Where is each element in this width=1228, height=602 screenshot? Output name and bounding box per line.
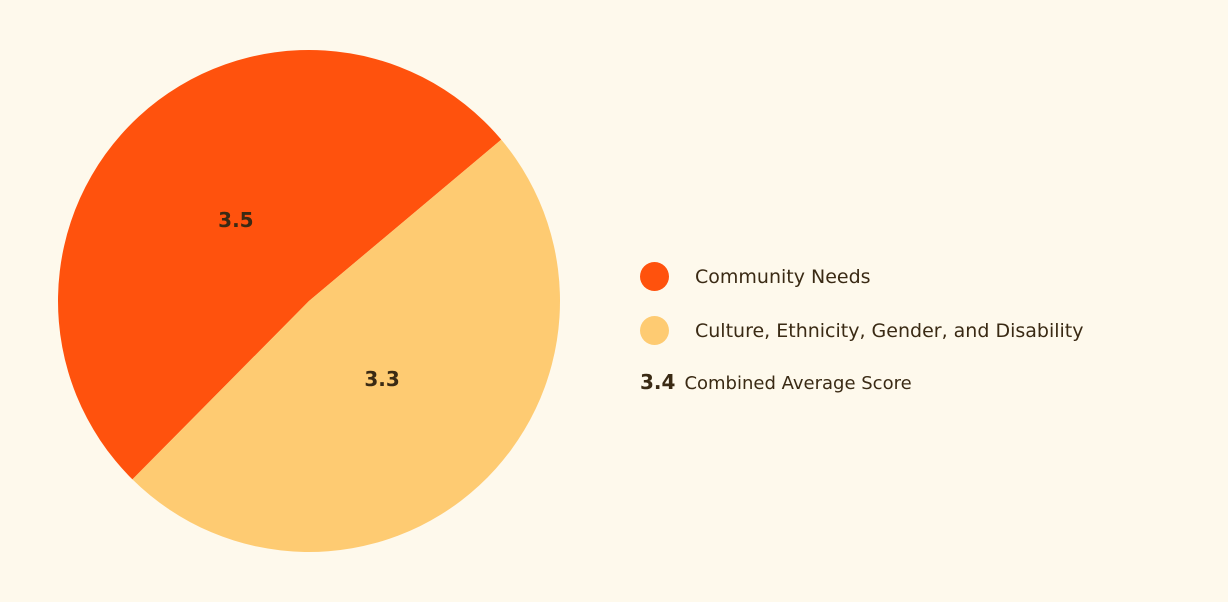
legend-label-community-needs: Community Needs <box>695 265 871 288</box>
legend-swatch-community-needs <box>640 262 669 291</box>
pie-chart: 3.5 3.3 <box>58 50 561 553</box>
combined-average-score: 3.4 Combined Average Score <box>640 370 912 394</box>
legend-label-culture-ethnicity: Culture, Ethnicity, Gender, and Disabili… <box>695 319 1084 342</box>
legend-item-culture-ethnicity: Culture, Ethnicity, Gender, and Disabili… <box>640 316 1083 345</box>
pie-slice-1 <box>132 139 561 553</box>
pie-slice-label-0: 3.5 <box>218 208 253 232</box>
pie-slice-label-1: 3.3 <box>364 367 399 391</box>
combined-average-label: Combined Average Score <box>684 373 912 394</box>
pie-slice-0 <box>58 50 502 480</box>
legend-swatch-culture-ethnicity <box>640 316 669 345</box>
legend-item-community-needs: Community Needs <box>640 262 871 291</box>
combined-average-value: 3.4 <box>640 370 676 394</box>
